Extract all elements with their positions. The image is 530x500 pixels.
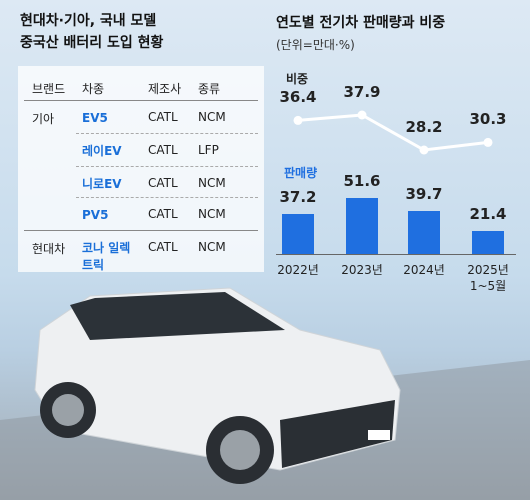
chart-title: 연도별 전기차 판매량과 비중 (276, 15, 446, 31)
value-label: 28.2 (405, 118, 443, 136)
value-label: 30.3 (469, 110, 507, 129)
table-cell: CATL (148, 207, 178, 221)
value-label: 37.9 (343, 83, 381, 101)
line-point (483, 137, 493, 147)
bar (472, 230, 504, 254)
row-rule (76, 133, 258, 134)
table-cell: NCM (198, 240, 226, 254)
table-title: 중국산 배터리 도입 현황 (20, 35, 164, 51)
bar (408, 210, 440, 254)
value-label: 36.4 (279, 88, 317, 107)
line-point (293, 115, 303, 125)
line-point (357, 110, 367, 120)
table-cell: 기아 (32, 112, 55, 126)
table-cell: 코나 일렉트릭 (82, 241, 131, 272)
row-rule (76, 197, 258, 198)
table-cell: LFP (198, 143, 219, 157)
table-title: 현대차·기아, 국내 모델 (20, 13, 157, 29)
table-cell: CATL (148, 110, 178, 124)
x-tick-label: 2025년 1~5월 (467, 263, 509, 293)
row-rule (76, 166, 258, 167)
chart-layer (0, 0, 530, 300)
table-cell: 니로EV (82, 177, 122, 191)
header-rule (24, 100, 258, 101)
line (297, 113, 489, 152)
table-cell: PV5 (82, 208, 109, 222)
bar (346, 198, 378, 254)
table-cell: CATL (148, 143, 178, 157)
table-cell: NCM (198, 176, 226, 190)
axis-line (276, 254, 516, 255)
table-cell: EV5 (82, 111, 108, 125)
table-header: 종류 (198, 82, 221, 96)
x-tick-label: 2022년 (277, 263, 319, 277)
row-rule (24, 230, 258, 231)
table-cell: CATL (148, 240, 178, 254)
table-cell: NCM (198, 110, 226, 124)
legend-label: 비중 (286, 72, 309, 86)
table-cell: 현대차 (32, 242, 66, 256)
legend-label: 판매량 (284, 166, 318, 180)
chart-subtitle: (단위=만대·%) (276, 38, 355, 52)
table-header: 제조사 (148, 82, 182, 96)
value-label: 37.2 (279, 187, 317, 206)
bar (282, 213, 314, 254)
table-header: 브랜드 (32, 82, 66, 96)
value-label: 21.4 (469, 204, 507, 223)
value-label: 39.7 (405, 184, 443, 203)
x-tick-label: 2023년 (341, 263, 383, 277)
table-cell: NCM (198, 207, 226, 221)
table-cell: 레이EV (82, 144, 122, 158)
value-label: 51.6 (343, 172, 381, 190)
line-point (419, 145, 429, 155)
x-tick-label: 2024년 (403, 263, 445, 277)
table-header: 차종 (82, 82, 105, 96)
table-cell: CATL (148, 176, 178, 190)
